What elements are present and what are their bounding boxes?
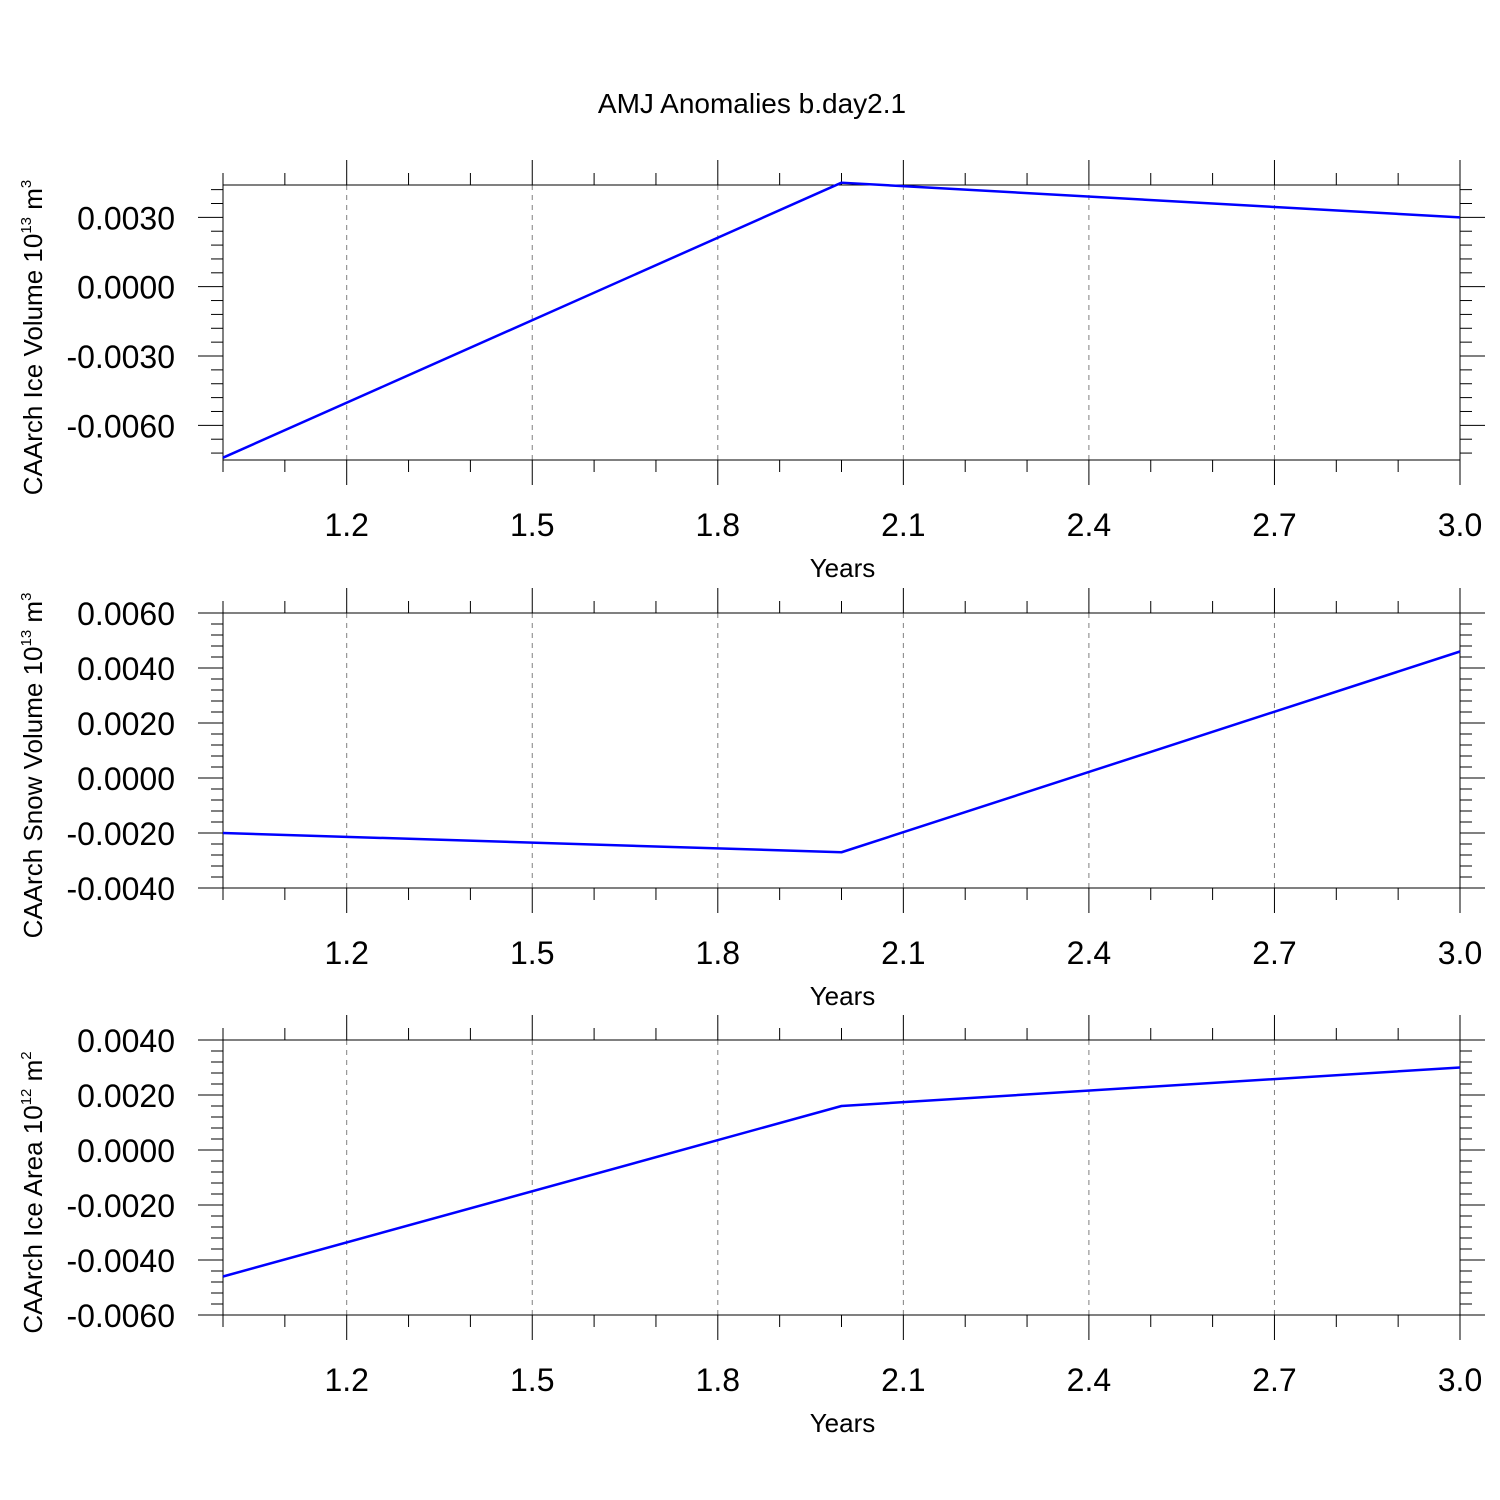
x-tick-label: 1.8 xyxy=(696,1362,740,1398)
y-axis-label-unit: m xyxy=(18,1060,48,1089)
x-tick-label: 3.0 xyxy=(1438,1362,1482,1398)
panel-2: 1.2 1.5 1.8 2.1 2.4 2.7 3.0 0.0060 0.0040 0.0020 0… xyxy=(18,588,1485,1011)
x-tick-label: 2.7 xyxy=(1252,935,1296,971)
x-tick-label: 1.5 xyxy=(510,935,554,971)
y-tick-label: -0.0060 xyxy=(66,1298,175,1334)
plot-frame xyxy=(222,1039,1461,1316)
y-axis-label-exponent: 13 xyxy=(18,630,35,647)
y-tick-label: -0.0060 xyxy=(66,408,175,444)
y-axis-label-unit: m xyxy=(18,188,48,217)
y-axis-label-exponent: 12 xyxy=(18,1089,35,1106)
y-axis-label-main: CAArch Snow Volume 10 xyxy=(18,646,48,938)
y-tick-label: 0.0020 xyxy=(77,706,175,742)
y-axis-label-unit: m xyxy=(18,601,48,630)
y-axis-label-unit-exponent: 2 xyxy=(18,1051,35,1059)
panels: 1.2 1.5 1.8 2.1 2.4 2.7 3.0 0.0030 0.0000 -0.0030… xyxy=(18,160,1485,1438)
x-axis-label: Years xyxy=(810,981,876,1011)
y-axis-label-unit-exponent: 3 xyxy=(18,180,35,188)
y-tick-label: 0.0040 xyxy=(77,651,175,687)
y-tick-label: -0.0030 xyxy=(66,339,175,375)
series-line xyxy=(222,650,1461,854)
x-tick-label: 2.4 xyxy=(1067,935,1111,971)
y-tick-label: 0.0020 xyxy=(77,1078,175,1114)
x-tick-label: 1.2 xyxy=(324,1362,368,1398)
x-tick-label: 1.2 xyxy=(324,935,368,971)
x-tick-label: 2.4 xyxy=(1067,1362,1111,1398)
plot-frame xyxy=(222,184,1461,461)
x-tick-label: 3.0 xyxy=(1438,935,1482,971)
y-tick-label: 0.0000 xyxy=(77,761,175,797)
y-tick-label: 0.0040 xyxy=(77,1023,175,1059)
figure-title: AMJ Anomalies b.day2.1 xyxy=(598,88,906,119)
x-tick-label: 2.1 xyxy=(881,935,925,971)
x-tick-label: 2.1 xyxy=(881,1362,925,1398)
y-tick-label: 0.0000 xyxy=(77,270,175,306)
y-tick-label: -0.0040 xyxy=(66,871,175,907)
x-tick-label: 2.7 xyxy=(1252,1362,1296,1398)
x-tick-label: 1.5 xyxy=(510,507,554,543)
x-tick-label: 1.8 xyxy=(696,507,740,543)
y-tick-label: -0.0040 xyxy=(66,1243,175,1279)
plot-frame xyxy=(222,612,1461,889)
y-tick-label: 0.0060 xyxy=(77,596,175,632)
y-axis-label: CAArch Snow Volume 1013 m3 xyxy=(18,593,48,939)
y-axis-label: CAArch Ice Area 1012 m2 xyxy=(18,1051,48,1333)
x-tick-label: 2.7 xyxy=(1252,507,1296,543)
panel-3: 1.2 1.5 1.8 2.1 2.4 2.7 3.0 0.0040 0.0020 0.0000 -… xyxy=(18,1015,1485,1438)
x-tick-label: 2.4 xyxy=(1067,507,1111,543)
x-tick-label: 2.1 xyxy=(881,507,925,543)
y-axis-label-main: CAArch Ice Volume 10 xyxy=(18,234,48,496)
y-tick-label: -0.0020 xyxy=(66,1188,175,1224)
y-tick-label: 0.0030 xyxy=(77,200,175,236)
x-tick-label: 3.0 xyxy=(1438,507,1482,543)
x-tick-label: 1.5 xyxy=(510,1362,554,1398)
x-axis-label: Years xyxy=(810,1408,876,1438)
x-tick-label: 1.8 xyxy=(696,935,740,971)
y-tick-label: 0.0000 xyxy=(77,1133,175,1169)
y-tick-label: -0.0020 xyxy=(66,816,175,852)
y-axis-label: CAArch Ice Volume 1013 m3 xyxy=(18,180,48,496)
panel-1: 1.2 1.5 1.8 2.1 2.4 2.7 3.0 0.0030 0.0000 -0.0030… xyxy=(18,160,1485,583)
x-tick-label: 1.2 xyxy=(324,507,368,543)
y-axis-label-exponent: 13 xyxy=(18,217,35,234)
y-axis-label-main: CAArch Ice Area 10 xyxy=(18,1105,48,1333)
x-axis-label: Years xyxy=(810,553,876,583)
y-axis-label-unit-exponent: 3 xyxy=(18,593,35,601)
